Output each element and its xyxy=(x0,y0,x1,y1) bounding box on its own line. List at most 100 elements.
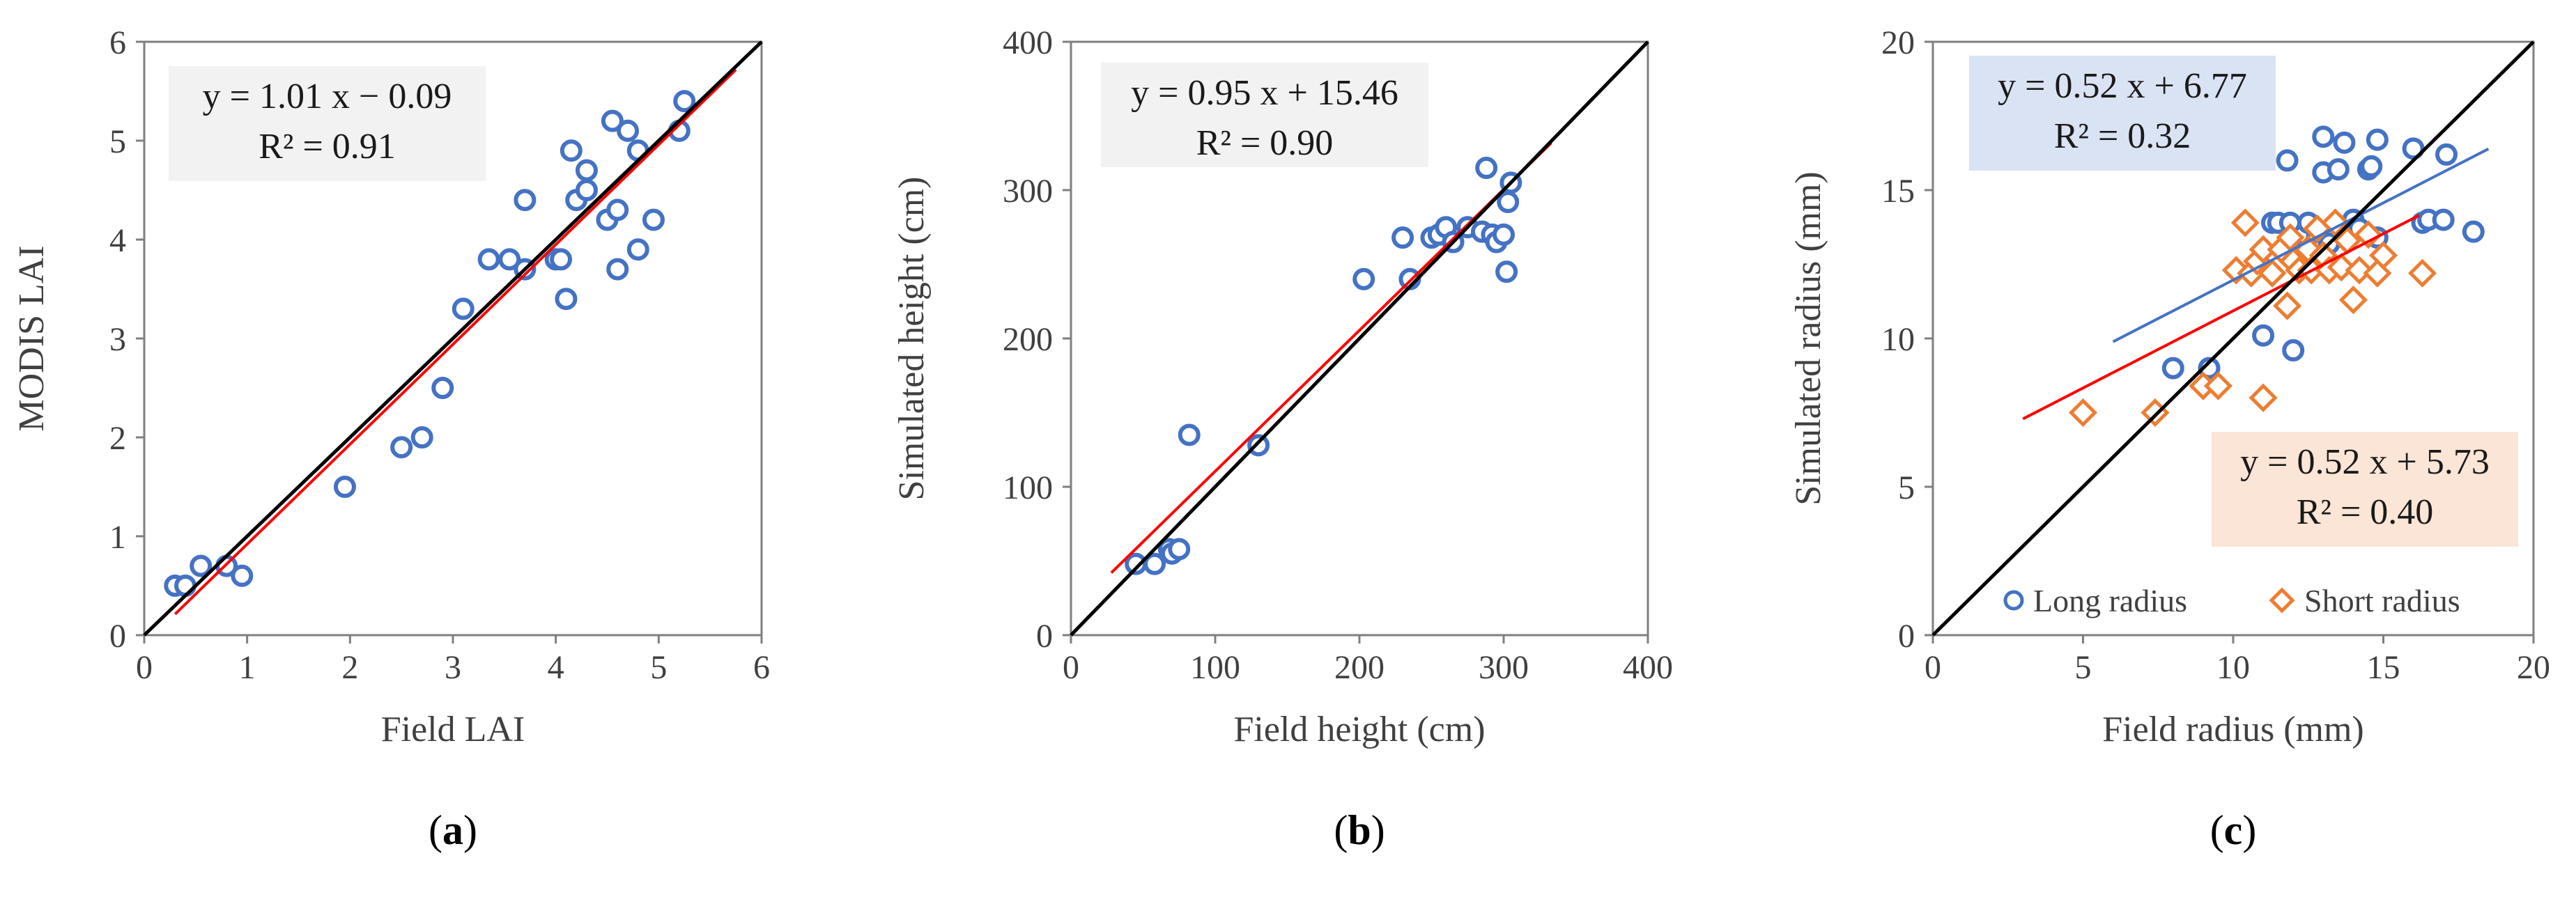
x-tick-label: 3 xyxy=(445,649,461,686)
data-point xyxy=(190,554,213,577)
data-point xyxy=(1143,552,1166,575)
r-squared-label: R² = 0.91 xyxy=(259,127,396,166)
data-point xyxy=(452,297,475,320)
equation-box xyxy=(2212,432,2518,547)
regression-line xyxy=(2112,148,2490,343)
data-point xyxy=(673,90,696,113)
data-point xyxy=(1178,423,1201,446)
data-point xyxy=(2327,253,2356,282)
one-to-one-line xyxy=(1931,40,2535,637)
data-point xyxy=(2203,371,2232,400)
x-tick-label: 100 xyxy=(1190,649,1240,686)
data-point xyxy=(2198,357,2221,380)
one-to-one-line xyxy=(143,40,763,637)
data-point xyxy=(1247,434,1270,457)
data-point xyxy=(2276,149,2299,172)
data-point xyxy=(575,179,598,201)
data-point xyxy=(2068,398,2098,428)
data-point xyxy=(617,119,640,142)
data-point xyxy=(2402,137,2425,160)
chart-panel-c: y = 0.52 x + 6.77 R² = 0.32 y = 0.52 x + 5… xyxy=(1789,24,2550,853)
x-tick-label: 0 xyxy=(1925,649,1941,686)
y-tick-label: 20 xyxy=(1881,24,1915,61)
data-point xyxy=(2312,125,2335,148)
y-tick-label: 1 xyxy=(109,519,126,556)
regression-equation: y = 0.95 x + 15.46 xyxy=(1131,73,1398,113)
y-tick-label: 5 xyxy=(1898,469,1915,506)
chart-panel-a: y = 1.01 x − 0.09 R² = 0.91 0 1 2 3 4 5 6 0 1 2 3 4 5 6… xyxy=(12,24,770,853)
legend: Long radius Short radius xyxy=(2003,583,2460,618)
y-axis-label: Simulated height (cm) xyxy=(892,176,932,500)
data-point xyxy=(477,248,500,271)
x-axis-label: Field radius (mm) xyxy=(2102,710,2364,749)
data-point xyxy=(1352,267,1375,290)
data-point xyxy=(1475,157,1498,180)
data-point xyxy=(2321,208,2350,237)
data-point xyxy=(606,198,629,221)
x-tick-label: 20 xyxy=(2517,649,2550,686)
data-point xyxy=(2249,383,2278,412)
equation-box xyxy=(1101,63,1428,167)
data-point xyxy=(1497,191,1520,214)
data-point xyxy=(2407,258,2437,288)
x-tick-label: 5 xyxy=(650,649,667,686)
data-point xyxy=(2327,158,2350,181)
y-tick-label: 100 xyxy=(1003,469,1053,506)
x-tick-label: 300 xyxy=(1479,649,1529,686)
data-point xyxy=(390,436,413,459)
data-point xyxy=(2435,143,2458,166)
data-point xyxy=(2252,324,2275,347)
data-point xyxy=(2366,128,2389,151)
legend-label: Short radius xyxy=(2304,583,2460,618)
x-tick-label: 0 xyxy=(136,649,153,686)
regression-equation: y = 0.52 x + 6.77 xyxy=(1998,66,2247,106)
x-tick-label: 4 xyxy=(548,649,564,686)
regression-equation: y = 0.52 x + 5.73 xyxy=(2240,442,2490,482)
x-tick-label: 6 xyxy=(753,649,770,686)
data-point xyxy=(2273,291,2302,320)
data-point xyxy=(2354,220,2383,249)
data-point xyxy=(626,238,649,261)
chart-panel-b: y = 0.95 x + 15.46 R² = 0.90 0 100 200 300 400… xyxy=(892,24,1673,853)
y-tick-label: 5 xyxy=(109,123,126,160)
data-point xyxy=(498,248,521,271)
data-point xyxy=(514,189,537,212)
data-point xyxy=(601,109,624,132)
y-tick-label: 15 xyxy=(1881,173,1915,210)
y-axis-label: MODIS LAI xyxy=(12,245,52,431)
panel-label: (b) xyxy=(1334,807,1385,853)
data-point xyxy=(2282,339,2305,362)
data-point xyxy=(560,139,583,162)
data-point xyxy=(1493,223,1515,246)
y-tick-label: 200 xyxy=(1003,321,1053,358)
data-point xyxy=(555,288,578,311)
x-axis-label: Field height (cm) xyxy=(1233,710,1485,749)
panel-label: (a) xyxy=(429,807,477,853)
x-tick-label: 10 xyxy=(2216,649,2250,686)
x-axis-label: Field LAI xyxy=(381,710,525,749)
y-tick-label: 2 xyxy=(109,420,126,457)
x-tick-label: 5 xyxy=(2075,649,2092,686)
regression-equation: y = 1.01 x − 0.09 xyxy=(203,77,452,116)
r-squared-label: R² = 0.40 xyxy=(2297,492,2434,532)
y-tick-label: 0 xyxy=(109,618,126,655)
data-point xyxy=(2333,131,2356,154)
data-point xyxy=(410,426,433,448)
data-point xyxy=(1495,260,1518,283)
y-axis-label: Simulated radius (mm) xyxy=(1789,171,1828,505)
legend-marker-circle xyxy=(2003,590,2024,611)
regression-line xyxy=(173,68,737,616)
y-tick-label: 0 xyxy=(1898,618,1915,655)
data-point xyxy=(606,258,629,281)
x-tick-label: 400 xyxy=(1623,649,1673,686)
data-point xyxy=(2360,155,2383,178)
data-point xyxy=(231,564,254,587)
panel-label: (c) xyxy=(2210,807,2257,853)
regression-line xyxy=(2022,214,2421,421)
x-tick-label: 200 xyxy=(1334,649,1385,686)
data-point xyxy=(2432,208,2455,231)
data-point xyxy=(2230,208,2260,237)
data-point xyxy=(431,377,454,399)
equation-box xyxy=(1969,56,2276,171)
